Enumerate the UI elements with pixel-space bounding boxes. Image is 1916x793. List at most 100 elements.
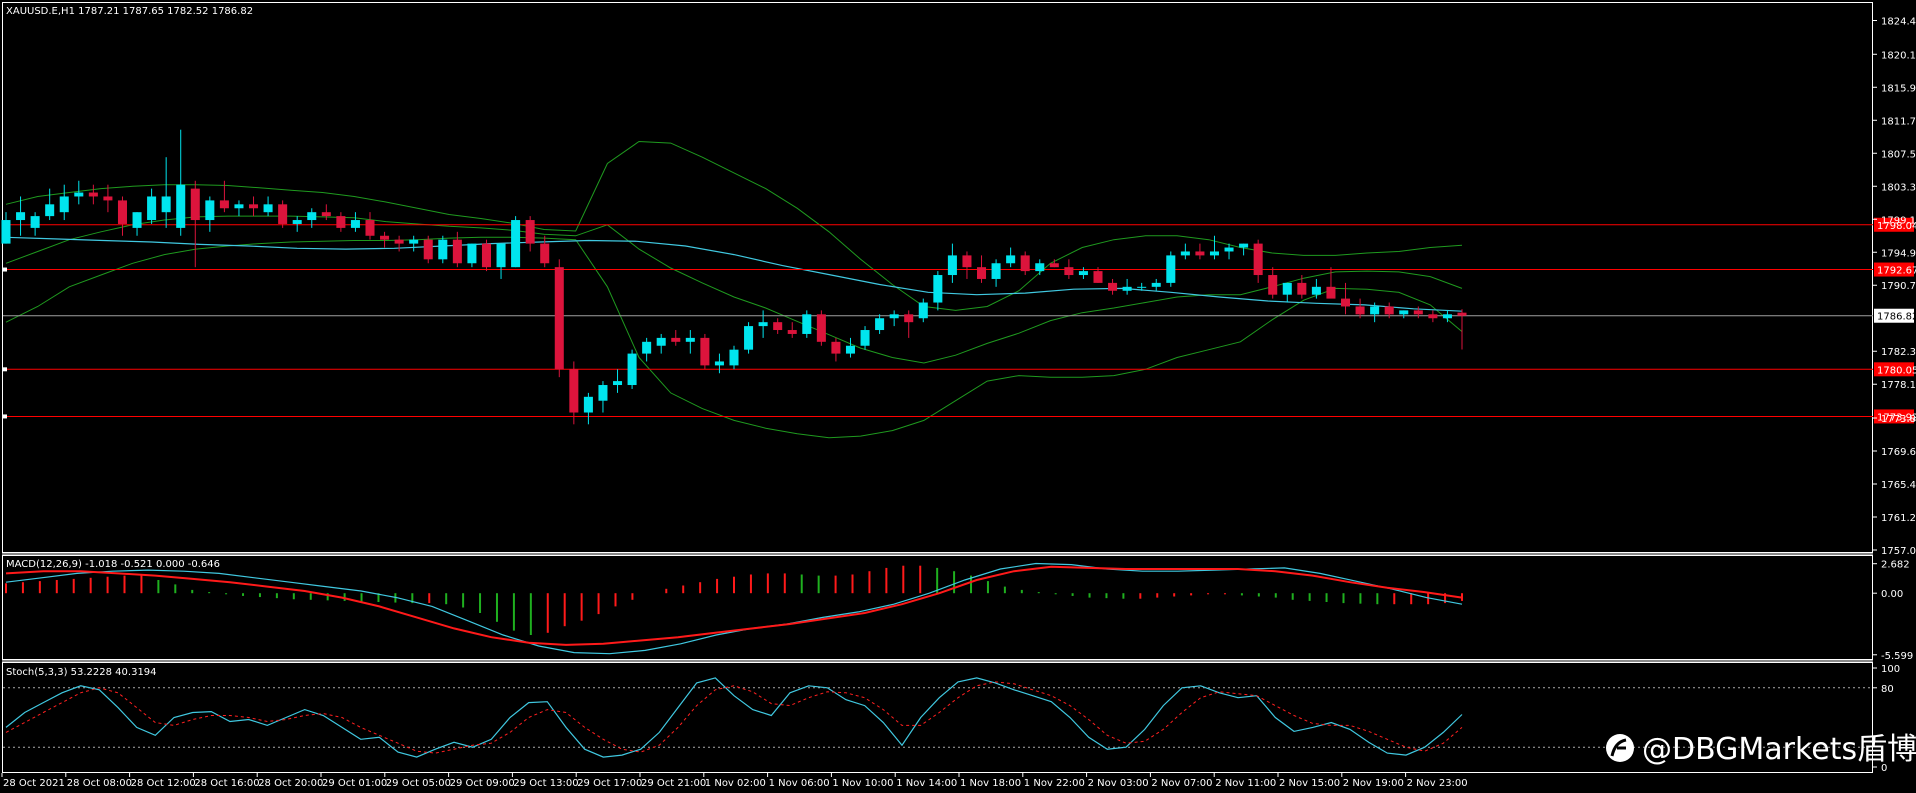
time-tick-label: 28 Oct 2021 (3, 778, 65, 789)
candle (773, 318, 783, 334)
level-label-box (1874, 362, 1914, 377)
candle (700, 333, 710, 370)
candle (467, 243, 477, 268)
candle-body (394, 239, 404, 244)
candle-body (1064, 267, 1074, 276)
candle (394, 235, 404, 252)
candle (423, 235, 433, 264)
candle (59, 184, 69, 221)
candle-body (336, 216, 346, 228)
current-price-label: 1786.82 (1877, 312, 1916, 323)
candle-body (860, 330, 870, 346)
stoch-title: Stoch(5,3,3) 53.2228 40.3194 (6, 667, 157, 678)
time-tick-label: 2 Nov 19:00 (1343, 778, 1404, 789)
candle-body (889, 314, 899, 319)
candle (802, 310, 812, 338)
price-tick-label: 1799.10 (1881, 215, 1916, 226)
candle (918, 298, 928, 323)
candlesticks (1, 129, 1467, 425)
time-tick-label: 29 Oct 01:00 (322, 778, 387, 789)
candle-body (45, 204, 55, 217)
candle-body (132, 212, 142, 228)
candle (642, 337, 652, 362)
time-tick-label: 29 Oct 05:00 (386, 778, 451, 789)
stoch-levels (3, 687, 1873, 748)
price-tick-label: 1773.80 (1881, 414, 1916, 425)
candle (1, 212, 11, 244)
candle-body (1108, 282, 1118, 291)
candle (511, 216, 521, 268)
candle-body (569, 369, 579, 413)
time-tick-label: 28 Oct 08:00 (67, 778, 132, 789)
level-label-box (1874, 409, 1914, 424)
candle (1108, 278, 1118, 295)
candle-body (1326, 286, 1336, 299)
candle-body (714, 361, 724, 366)
candle (438, 235, 448, 264)
candle-body (1413, 310, 1423, 315)
candle (787, 322, 797, 338)
candle-body (1122, 286, 1132, 291)
candle-body (1209, 251, 1219, 256)
candle-body (1151, 282, 1161, 287)
candle-body (1239, 243, 1249, 248)
candle-body (1253, 243, 1263, 276)
time-tick-label: 2 Nov 23:00 (1407, 778, 1468, 789)
candle (1049, 259, 1059, 268)
candle-body (1370, 306, 1380, 315)
candle (991, 259, 1001, 287)
candle-body (758, 322, 768, 327)
time-tick-label: 1 Nov 22:00 (1024, 778, 1085, 789)
macd-axis: 2.682 0.00 -5.599 (1873, 560, 1913, 662)
level-label: 1773.92 (1877, 412, 1916, 423)
candle-body (1384, 306, 1394, 315)
candle-body (16, 212, 26, 221)
candle (583, 392, 593, 425)
candle (627, 349, 637, 389)
candle (1413, 306, 1423, 319)
candle (249, 196, 259, 217)
candle-body (947, 255, 957, 276)
candle-body (787, 330, 797, 334)
watermark-text: @DBGMarkets盾博 (1642, 732, 1916, 767)
candle (409, 235, 419, 252)
candle (758, 310, 768, 338)
stoch-tick-label: 0 (1881, 763, 1887, 774)
candle-body (977, 267, 987, 279)
candle (1151, 278, 1161, 291)
time-tick-label: 2 Nov 03:00 (1088, 778, 1149, 789)
candle (613, 369, 623, 393)
macd-signal-line (5, 565, 1463, 646)
candle-body (540, 243, 550, 264)
candle-body (816, 314, 826, 342)
price-tick-label: 1778.10 (1881, 380, 1916, 391)
price-tick-label: 1807.50 (1881, 149, 1916, 160)
price-tick-label: 1769.60 (1881, 447, 1916, 458)
stoch-tick-label: 80 (1881, 684, 1894, 695)
candle-body (481, 243, 491, 268)
candle-body (1180, 251, 1190, 256)
candle (525, 216, 535, 252)
candle-body (1297, 282, 1307, 295)
candle (1253, 239, 1263, 283)
price-tick-label: 1794.90 (1881, 248, 1916, 259)
level-label: 1792.67 (1877, 266, 1916, 277)
candle (132, 212, 142, 236)
candle (685, 330, 695, 354)
candle-body (1442, 314, 1452, 319)
candle-body (1137, 286, 1147, 288)
candle (496, 243, 506, 279)
candle (1326, 267, 1336, 299)
stoch-main-line (5, 677, 1463, 758)
time-tick-label: 2 Nov 15:00 (1279, 778, 1340, 789)
macd-tick-label: 0.00 (1881, 589, 1903, 600)
candle (947, 243, 957, 283)
candle (190, 180, 200, 268)
candle (263, 196, 273, 217)
price-tick-label: 1803.30 (1881, 182, 1916, 193)
horizontal-levels: 1798.04 1792.67 1780.05 1773.92 (3, 217, 1916, 424)
candle (554, 259, 564, 378)
candle (176, 129, 186, 236)
ma-line (5, 236, 1463, 312)
